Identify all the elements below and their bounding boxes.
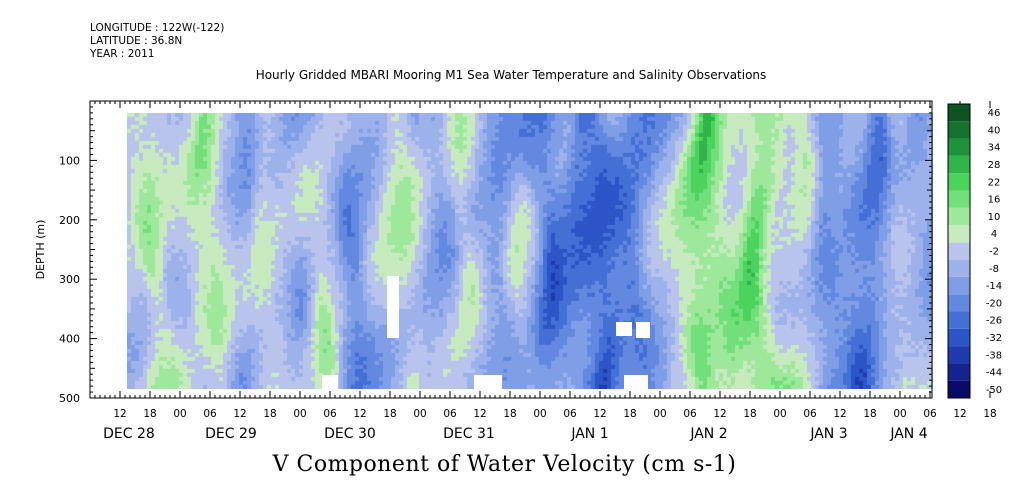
x-day-label: DEC 30: [324, 426, 376, 442]
colorbar: -50 -44 -38 -32 -26 -20 -14 -8 -2 4 10 16 22 28 34 40 46: [948, 104, 1002, 398]
colorbar-swatch: [948, 294, 970, 311]
colorbar-label: -50: [986, 385, 1002, 396]
colorbar-swatch: [948, 363, 970, 380]
x-hour-tick-label: 18: [983, 408, 996, 420]
x-hour-tick-label: 00: [773, 408, 786, 420]
x-hour-tick-label: 18: [383, 408, 396, 420]
x-hour-tick-label: 06: [683, 408, 697, 420]
variable-title: V Component of Water Velocity (cm s-1): [0, 452, 1009, 477]
colorbar-label: -20: [986, 298, 1002, 309]
y-tick-label: 400: [59, 333, 80, 346]
x-hour-tick-label: 12: [353, 408, 366, 420]
colorbar-swatch: [948, 121, 970, 138]
colorbar-label: -2: [989, 247, 999, 258]
colorbar-swatch: [948, 329, 970, 346]
x-hour-tick-label: 12: [233, 408, 246, 420]
x-hour-tick-label: 12: [713, 408, 726, 420]
colorbar-swatch: [948, 173, 970, 190]
y-tick-label: 300: [59, 273, 80, 286]
x-hour-tick-label: 12: [593, 408, 606, 420]
x-day-label: JAN 3: [809, 426, 847, 442]
x-hour-tick-label: 00: [893, 408, 906, 420]
colorbar-swatch: [948, 277, 970, 294]
colorbar-swatch: [948, 381, 970, 398]
x-hour-tick-label: 06: [323, 408, 337, 420]
y-tick-label: 100: [59, 154, 80, 167]
colorbar-swatch: [948, 190, 970, 207]
colorbar-label: 46: [988, 108, 1001, 119]
colorbar-swatch: [948, 312, 970, 329]
x-hour-tick-label: 06: [803, 408, 817, 420]
colorbar-label: -32: [986, 333, 1002, 344]
colorbar-label: -26: [986, 316, 1002, 327]
colorbar-swatch: [948, 225, 970, 242]
x-hour-tick-label: 12: [113, 408, 126, 420]
colorbar-swatch: [948, 346, 970, 363]
x-hour-tick-label: 18: [503, 408, 516, 420]
x-day-label: JAN 1: [570, 426, 608, 442]
colorbar-label: 22: [988, 177, 1001, 188]
x-hour-tick-label: 12: [473, 408, 486, 420]
x-hour-tick-label: 06: [443, 408, 457, 420]
colorbar-label: -14: [986, 281, 1002, 292]
x-hour-tick-label: 06: [923, 408, 937, 420]
colorbar-label: 16: [988, 195, 1001, 206]
x-hour-tick-label: 18: [743, 408, 756, 420]
colorbar-swatch: [948, 208, 970, 225]
x-hour-tick-label: 00: [413, 408, 426, 420]
y-tick-label: 200: [59, 214, 80, 227]
x-day-label: JAN 2: [689, 426, 727, 442]
colorbar-label: 10: [988, 212, 1001, 223]
x-hour-tick-label: 00: [173, 408, 186, 420]
colorbar-swatch: [948, 139, 970, 156]
y-tick-label: 500: [59, 392, 80, 405]
colorbar-label: 34: [988, 143, 1001, 154]
x-day-label: JAN 4: [889, 426, 927, 442]
x-hour-tick-label: 06: [203, 408, 217, 420]
y-axis-title: DEPTH (m): [34, 220, 47, 280]
colorbar-swatch: [948, 242, 970, 259]
x-hour-tick-label: 12: [953, 408, 966, 420]
colorbar-label: -44: [986, 368, 1002, 379]
y-axis-label: DEPTH (m): [34, 220, 47, 280]
colorbar-label: -38: [986, 350, 1002, 361]
colorbar-swatch: [948, 260, 970, 277]
colorbar-swatch: [948, 104, 970, 121]
x-day-label: DEC 31: [443, 426, 495, 442]
colorbar-label: 4: [991, 229, 997, 240]
colorbar-label: -8: [989, 264, 999, 275]
x-hour-tick-label: 18: [143, 408, 156, 420]
x-hour-tick-label: 00: [653, 408, 666, 420]
colorbar-label: 40: [988, 125, 1001, 136]
x-hour-tick-label: 00: [533, 408, 546, 420]
x-hour-tick-label: 18: [863, 408, 876, 420]
x-hour-tick-label: 18: [623, 408, 636, 420]
velocity-field: [127, 113, 936, 394]
colorbar-label: 28: [988, 160, 1001, 171]
x-hour-tick-label: 00: [293, 408, 306, 420]
x-hour-tick-label: 18: [263, 408, 276, 420]
colorbar-swatch: [948, 156, 970, 173]
x-day-label: DEC 28: [103, 426, 155, 442]
x-day-label: DEC 29: [205, 426, 257, 442]
x-hour-tick-label: 06: [563, 408, 577, 420]
x-hour-tick-label: 12: [833, 408, 846, 420]
